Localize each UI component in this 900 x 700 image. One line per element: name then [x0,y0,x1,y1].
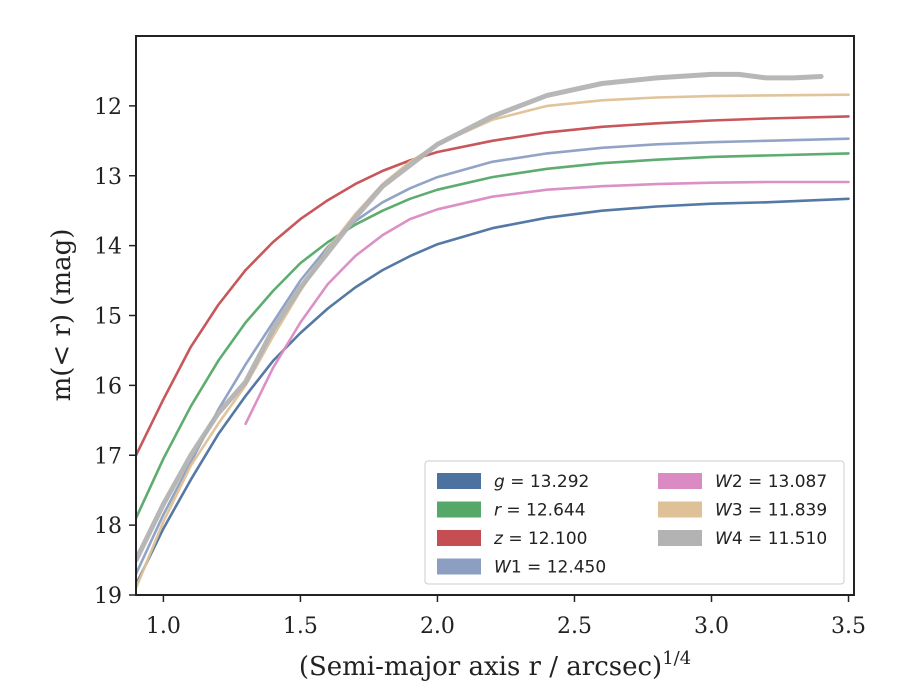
y-axis-label: m(< r) (mag) [47,229,77,402]
legend-label-r: r = 12.644 [494,501,586,521]
legend-swatch-z [437,530,481,546]
x-tick-label: 3.5 [831,614,866,639]
legend-label-w2: W2 = 13.087 [715,472,827,492]
legend-swatch-w2 [658,473,702,489]
legend-label-w1: W1 = 12.450 [494,558,606,578]
legend-swatch-w3 [658,501,702,518]
legend-label-w4: W4 = 11.510 [715,529,827,549]
series-line-w4 [136,71,824,563]
legend-swatch-w4 [658,530,702,546]
x-tick-label: 2.5 [557,614,592,639]
legend-label-w3: W3 = 11.839 [715,501,827,521]
plot-area [136,71,850,590]
legend-box [424,460,845,585]
y-tick-label: 15 [94,305,122,330]
legend: g = 13.292 r = 12.644 z = 12.100 W1 = 12.45… [424,460,845,585]
x-axis-label: (Semi-major axis r / arcsec)1/4 [299,648,691,682]
x-tick-label: 2.0 [420,614,455,639]
y-tick-label: 17 [94,444,122,469]
series-line-z [136,115,850,457]
x-tick-label: 1.0 [146,614,181,639]
legend-swatch-r [437,501,481,518]
y-tick-label: 13 [94,165,122,190]
y-axis: 12 13 14 15 16 17 18 19 [94,95,136,609]
legend-swatch-w1 [437,558,481,575]
series-line-r [136,152,850,520]
x-axis: 1.0 1.5 2.0 2.5 3.0 3.5 [146,595,866,639]
series-line-w2 [244,180,850,426]
y-tick-label: 18 [94,514,122,539]
y-tick-label: 14 [94,235,122,260]
x-tick-label: 1.5 [283,614,318,639]
legend-swatch-g [437,473,481,489]
series-line-g [136,197,850,586]
y-tick-label: 12 [94,95,122,120]
plot-frame [135,35,855,596]
y-tick-label: 16 [94,374,122,399]
x-tick-label: 3.0 [694,614,729,639]
y-tick-label: 19 [94,584,122,609]
legend-label-g: g = 13.292 [494,472,589,492]
legend-label-z: z = 12.100 [493,529,587,549]
